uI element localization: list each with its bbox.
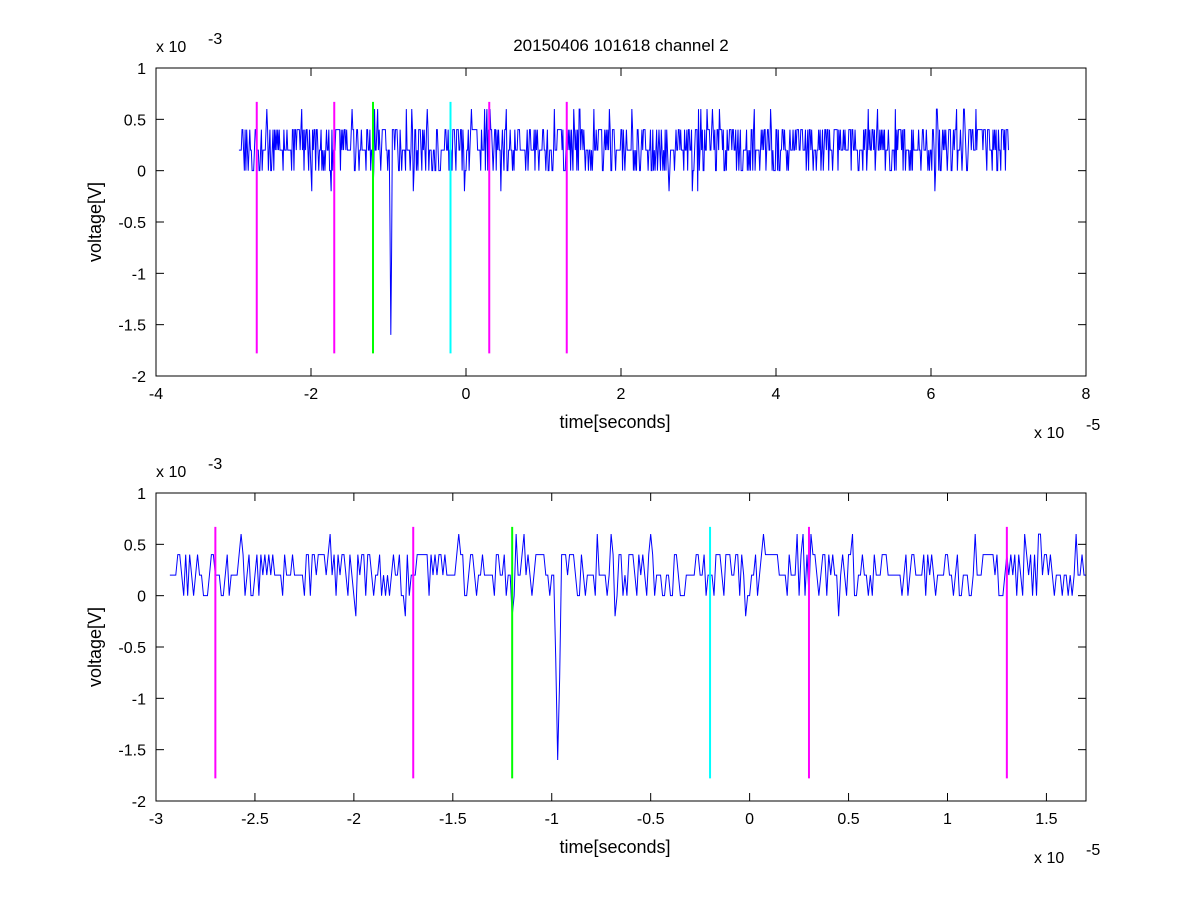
- y-exponent-power: -3: [208, 456, 222, 473]
- y-exponent-multiplier: x 10: [156, 39, 186, 56]
- y-tick-label: 1: [137, 486, 146, 503]
- chart-title: 20150406 101618 channel 2: [513, 36, 729, 55]
- x-tick-label: 4: [772, 386, 781, 403]
- x-tick-label: 6: [927, 386, 936, 403]
- x-axis-label: time[seconds]: [559, 412, 670, 432]
- x-tick-label: -2: [304, 386, 318, 403]
- x-tick-label: 1.5: [1035, 811, 1057, 828]
- axes-box: [155, 492, 1087, 802]
- y-tick-label: -1: [132, 266, 146, 283]
- y-tick-label: 0.5: [124, 112, 146, 129]
- x-tick-label: -1.5: [439, 811, 467, 828]
- bottom-subplot: -3 -2.5 -2 -1.5 -1 -0.5 0 0.5 1 1.5 -2 -1.5 -1 -0.5 0 0…: [85, 456, 1100, 867]
- y-tick-label: -2: [132, 794, 146, 811]
- y-tick-label: -0.5: [118, 215, 146, 232]
- y-tick-label: 0: [137, 164, 146, 181]
- x-exponent-multiplier: x 10: [1034, 425, 1064, 442]
- x-tick-label: -3: [149, 811, 163, 828]
- x-exponent-power: -5: [1086, 417, 1100, 434]
- x-tick-label: -1: [545, 811, 559, 828]
- y-tick-label: 0: [137, 589, 146, 606]
- x-tick-label: -2.5: [241, 811, 269, 828]
- x-tick-label: 1: [943, 811, 952, 828]
- y-axis-label: voltage[V]: [85, 182, 105, 262]
- y-exponent-power: -3: [208, 31, 222, 48]
- x-exponent-multiplier: x 10: [1034, 850, 1064, 867]
- x-tick-label: -2: [347, 811, 361, 828]
- y-tick-label: 0.5: [124, 537, 146, 554]
- y-axis-label: voltage[V]: [85, 607, 105, 687]
- y-tick-label: -1: [132, 691, 146, 708]
- x-tick-label: 8: [1082, 386, 1091, 403]
- top-subplot: -4 -2 0 2 4 6 8-2-1.5-1-0.500.51time[seconds]v…: [85, 31, 1100, 442]
- x-tick-label: 0: [745, 811, 754, 828]
- x-tick-label: -4: [149, 386, 163, 403]
- x-tick-label: 0: [462, 386, 471, 403]
- x-exponent-power: -5: [1086, 842, 1100, 859]
- y-tick-label: -1.5: [118, 743, 146, 760]
- axes-box: [155, 67, 1087, 377]
- y-tick-label: 1: [137, 61, 146, 78]
- y-tick-label: -1.5: [118, 318, 146, 335]
- y-tick-label: -0.5: [118, 640, 146, 657]
- x-tick-label: 2: [617, 386, 626, 403]
- y-exponent-multiplier: x 10: [156, 464, 186, 481]
- x-tick-label: 0.5: [837, 811, 859, 828]
- y-tick-label: -2: [132, 369, 146, 386]
- signal-trace: [238, 108, 1009, 335]
- x-axis-label: time[seconds]: [559, 837, 670, 857]
- x-tick-label: -0.5: [637, 811, 665, 828]
- signal-trace: [169, 533, 1086, 760]
